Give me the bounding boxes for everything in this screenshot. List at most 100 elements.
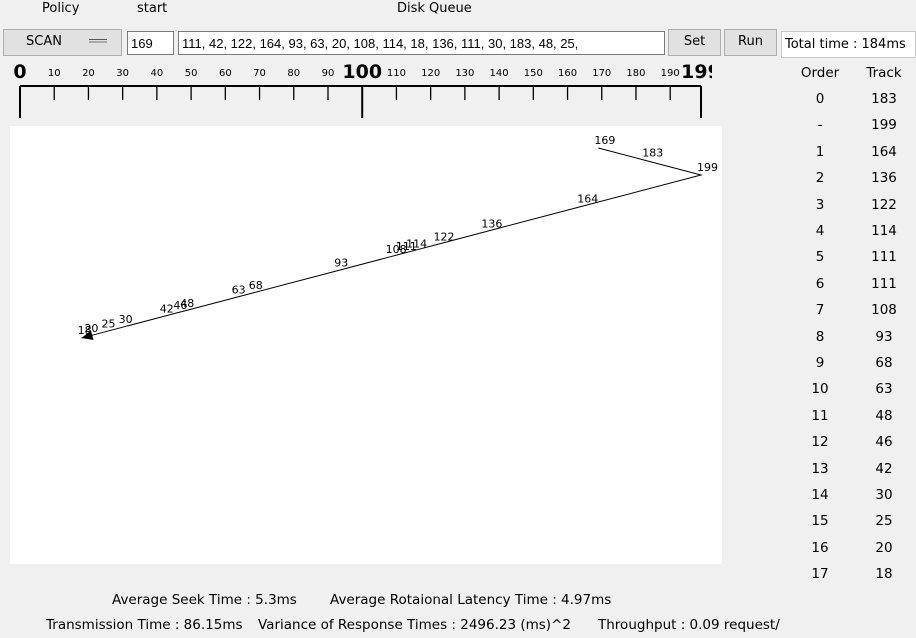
ruler-tick-label: 140 <box>490 68 509 79</box>
ruler-tick-label: 160 <box>558 68 577 79</box>
table-cell-order: 10 <box>811 381 829 398</box>
table-cell-track: 111 <box>871 249 897 266</box>
table-cell-order: 4 <box>815 223 825 239</box>
ruler-tick-label: 10 <box>48 68 61 79</box>
table-cell-order: 9 <box>815 355 825 371</box>
table-cell-order: 17 <box>811 566 829 583</box>
policy-label: Policy <box>42 1 80 16</box>
table-cell-order: - <box>817 117 823 134</box>
table-cell-order: 1 <box>815 143 825 160</box>
track-ruler: 0 10 20 30 40 50 60 70 80 90 100 110 120 130 140 150 160… <box>13 61 712 118</box>
seek-point-label: 18 <box>78 324 92 337</box>
seek-path-arrowhead <box>81 330 94 341</box>
table-cell-track: 68 <box>875 355 893 371</box>
start-label: start <box>137 1 168 16</box>
table-cell-track: 30 <box>875 487 893 503</box>
seek-point-label: 199 <box>697 161 718 174</box>
average-rotational-latency: Average Rotaional Latency Time : 4.97ms <box>330 592 612 608</box>
seek-point-label: 111 <box>396 240 417 253</box>
table-cell-order: 7 <box>815 302 825 319</box>
ruler-tick-label: 70 <box>253 68 266 79</box>
seek-point-label: 183 <box>642 147 663 160</box>
table-cell-track: 20 <box>875 539 893 556</box>
average-seek-time: Average Seek Time : 5.3ms <box>112 592 297 608</box>
table-cell-track: 25 <box>875 513 893 530</box>
ruler-tick-label: 50 <box>185 68 198 79</box>
table-cell-order: 8 <box>815 328 825 345</box>
table-cell-order: 3 <box>815 196 825 213</box>
table-cell-order: 16 <box>811 539 829 556</box>
table-cell-order: 12 <box>811 434 829 451</box>
seek-point-label: 111 <box>396 240 417 253</box>
ruler-tick-label: 100 <box>342 61 382 83</box>
table-cell-track: 18 <box>875 566 893 583</box>
ruler-tick-label: 0 <box>13 61 26 83</box>
ruler-tick-label: 150 <box>524 68 543 79</box>
table-cell-track: 111 <box>871 275 897 292</box>
table-cell-track: 48 <box>875 407 893 424</box>
table-cell-order: 5 <box>815 249 825 266</box>
seek-point-label: 136 <box>481 218 502 231</box>
seek-point-label: 20 <box>84 322 98 335</box>
table-cell-track: 46 <box>875 434 893 451</box>
table-cell-track: 199 <box>871 117 897 134</box>
seek-plot: 1691831991641361221141111111089368634846… <box>10 126 722 564</box>
table-header-order: Order <box>800 65 840 81</box>
start-input[interactable] <box>127 31 174 55</box>
table-cell-order: 0 <box>815 91 825 107</box>
ruler-tick-label: 180 <box>626 68 645 79</box>
ruler-tick-label: 130 <box>455 68 474 79</box>
policy-select-value: SCAN <box>26 34 62 49</box>
ruler-tick-label: 20 <box>82 68 95 79</box>
table-cell-track: 183 <box>871 91 897 107</box>
table-cell-track: 114 <box>871 223 897 239</box>
table-cell-order: 15 <box>811 513 829 530</box>
table-cell-track: 136 <box>871 170 897 187</box>
ruler-tick-label: 30 <box>116 68 129 79</box>
throughput: Throughput : 0.09 request/ <box>598 617 780 633</box>
table-cell-track: 108 <box>871 302 897 319</box>
ruler-tick-label: 60 <box>219 68 232 79</box>
ruler-tick-label: 170 <box>592 68 611 79</box>
table-cell-order: 13 <box>811 460 829 477</box>
ruler-tick-label: 90 <box>322 68 335 79</box>
seek-point-label: 68 <box>249 279 263 292</box>
seek-point-label: 108 <box>386 243 407 256</box>
table-cell-track: 42 <box>875 460 893 477</box>
ruler-tick-label: 110 <box>387 68 406 79</box>
seek-point-label: 30 <box>119 313 133 326</box>
table-cell-track: 63 <box>875 381 893 398</box>
ruler-tick-label: 120 <box>421 68 440 79</box>
ruler-tick-label: 190 <box>661 68 680 79</box>
seek-point-label: 48 <box>180 297 194 310</box>
table-cell-track: 122 <box>871 196 897 213</box>
table-cell-order: 2 <box>815 170 825 187</box>
seek-point-label: 114 <box>406 238 427 251</box>
dropdown-indicator-icon <box>89 39 107 43</box>
disk-queue-input[interactable] <box>178 31 665 55</box>
seek-point-label: 63 <box>232 283 246 296</box>
variance-response-times: Variance of Response Times : 2496.23 (ms… <box>258 617 571 633</box>
table-cell-order: 14 <box>811 487 829 503</box>
seek-path-line <box>81 147 703 339</box>
transmission-time: Transmission Time : 86.15ms <box>46 617 243 633</box>
seek-point-label: 25 <box>102 318 116 331</box>
seek-point-label: 164 <box>577 193 598 206</box>
table-header-track: Track <box>866 65 902 81</box>
ruler-tick-label: 80 <box>287 68 300 79</box>
seek-point-label: 42 <box>160 302 174 315</box>
seek-point-label: 169 <box>594 134 615 147</box>
table-cell-order: 11 <box>811 407 829 424</box>
policy-select[interactable]: SCAN <box>3 29 122 56</box>
table-cell-order: 6 <box>815 275 825 292</box>
disk-queue-label: Disk Queue <box>397 1 472 16</box>
table-cell-track: 164 <box>871 143 897 160</box>
set-button[interactable]: Set <box>668 29 721 56</box>
table-cell-track: 93 <box>875 328 893 345</box>
ruler-tick-label: 40 <box>151 68 164 79</box>
run-button[interactable]: Run <box>724 29 777 56</box>
seek-point-label: 93 <box>334 256 348 269</box>
seek-point-label: 46 <box>173 299 187 312</box>
seek-point-label: 122 <box>433 230 454 243</box>
total-time-field: Total time : 184ms <box>781 31 916 58</box>
